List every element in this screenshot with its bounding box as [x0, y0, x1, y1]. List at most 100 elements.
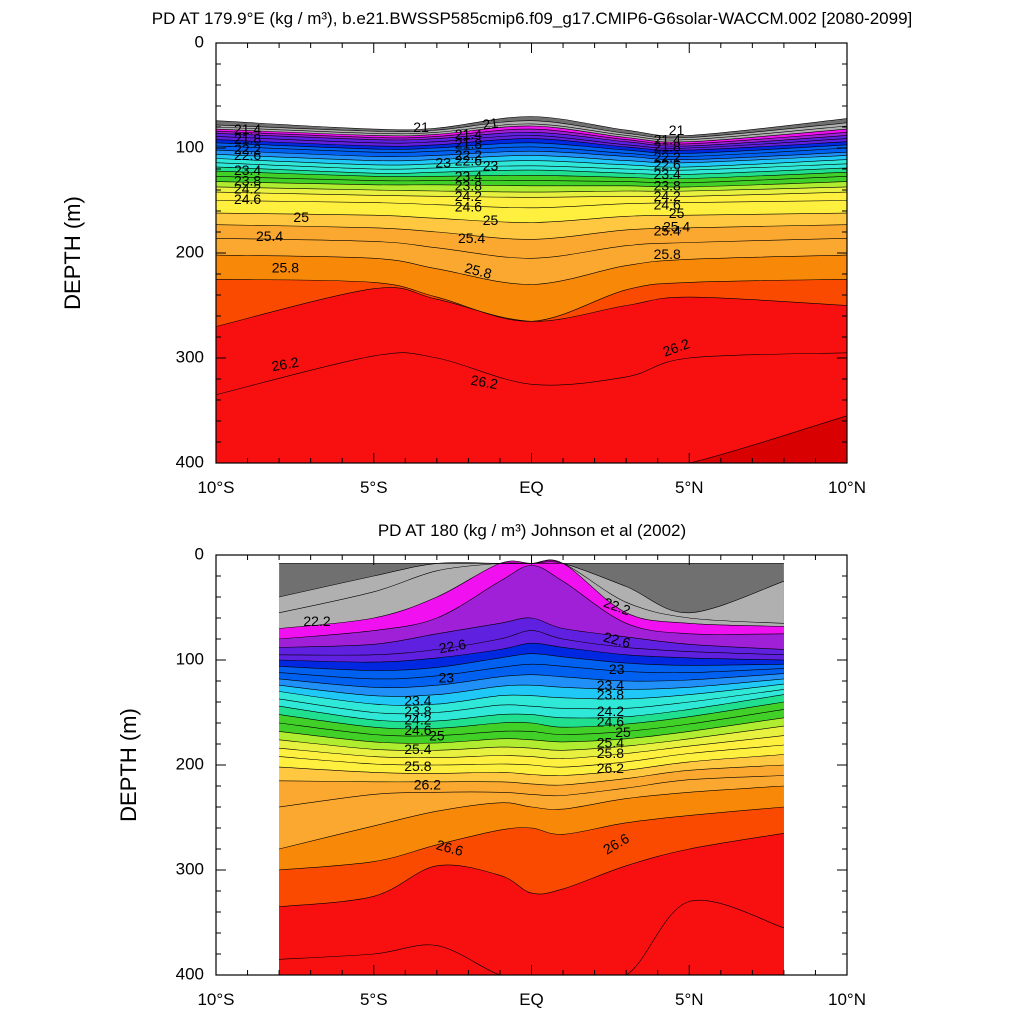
contour-label: 23: [609, 661, 625, 677]
x-tick-label: 10°S: [197, 990, 234, 1009]
x-tick-label: EQ: [519, 478, 544, 497]
contour-line-25-8: [279, 764, 784, 786]
contour-line-21-8: [215, 131, 848, 147]
contour-line-24-8: [215, 200, 848, 209]
contour-line-23: [215, 154, 848, 164]
contour-line-24: [279, 689, 784, 715]
contour-line-25: [215, 212, 848, 223]
contour-label: 25.4: [597, 735, 624, 751]
contour-label: 25: [483, 212, 499, 228]
contour-label: 25: [615, 724, 631, 740]
contour-label: 21: [481, 115, 499, 133]
contour-line-22-4: [279, 617, 784, 650]
contour-label: 23: [435, 155, 451, 171]
contour-line-22-2: [215, 138, 848, 151]
contour-label: 21: [413, 119, 429, 135]
y-tick-label: 400: [176, 964, 204, 983]
contour-label: 21.8: [455, 136, 482, 152]
contour-line-25: [279, 725, 784, 751]
contour-line-24: [215, 176, 848, 184]
contour-line-20-8: [215, 116, 848, 137]
contour-line-23-4: [279, 673, 784, 688]
contour-label: 24.6: [404, 722, 431, 738]
contour-label: 21.8: [234, 130, 261, 146]
contour-label: 25.8: [463, 259, 494, 282]
contour-line-24-2: [215, 181, 848, 188]
contour-label: 25: [293, 209, 309, 225]
contour-label: 23.4: [404, 693, 431, 709]
contour-line-24-4: [279, 701, 784, 730]
contour-line-22-6: [279, 630, 784, 656]
contour-line-22: [215, 135, 848, 149]
contour-line-23-8: [279, 683, 784, 706]
contour-line-24-8: [279, 717, 784, 744]
contour-line-26-4: [279, 806, 784, 871]
top-contour-fills: [216, 116, 847, 464]
contour-band-26-8: [279, 900, 784, 975]
contour-label: 25.4: [256, 228, 283, 244]
contour-line-25-2: [215, 224, 848, 240]
contour-line-26-2: [215, 352, 848, 396]
contour-label: 25.8: [404, 758, 431, 774]
x-tick-label: 5°N: [675, 478, 704, 497]
x-tick-label: 10°N: [828, 990, 866, 1009]
contour-label: 23: [483, 158, 499, 174]
y-tick-label: 200: [176, 242, 204, 261]
contour-label: 22.6: [234, 147, 261, 163]
contour-label: 26.2: [414, 777, 441, 793]
contour-line-23-6: [279, 678, 784, 697]
y-tick-label: 0: [195, 544, 204, 563]
contour-label: 23.4: [597, 677, 624, 693]
contour-label: 26.2: [470, 372, 500, 393]
x-tick-label: EQ: [519, 990, 544, 1009]
bottom-y-axis-label: DEPTH (m): [116, 708, 141, 822]
y-tick-label: 300: [176, 347, 204, 366]
contour-line-25-2: [279, 735, 784, 760]
contour-label: 23.8: [654, 178, 681, 194]
contour-label: 22.2: [303, 613, 330, 629]
contour-label: 24.6: [455, 199, 482, 215]
contour-line-26: [215, 287, 848, 327]
contour-line-25-4: [215, 238, 848, 259]
contour-label: 25.8: [272, 260, 299, 276]
contour-line-24-2: [279, 694, 784, 722]
x-tick-label: 10°S: [197, 478, 234, 497]
contour-line-22-8: [279, 642, 784, 663]
top-axis-ticks: 0 100 200 300 400 10°S 5°S EQ 5°N 10°N: [176, 32, 866, 497]
contour-label: 26.2: [270, 354, 300, 375]
contour-line-25-6: [279, 754, 784, 777]
y-tick-label: 400: [176, 452, 204, 471]
contour-label: 23.4: [455, 168, 482, 184]
bottom-axis-ticks: 0 100 200 300 400 10°S 5°S EQ 5°N 10°N: [176, 544, 866, 1009]
contour-label: 23.8: [234, 172, 261, 188]
contour-label: 24.2: [404, 712, 431, 728]
y-tick-label: 100: [176, 649, 204, 668]
contour-label: 24.2: [234, 181, 261, 197]
contour-label: 21.4: [455, 126, 482, 142]
contour-label: 22.2: [234, 141, 261, 157]
contour-label: 24.6: [654, 197, 681, 213]
contour-label: 22.6: [438, 636, 468, 657]
contour-label: 25.4: [404, 741, 431, 757]
contour-line-21-2: [215, 123, 848, 141]
contour-label: 23.4: [234, 162, 261, 178]
contour-label: 25.4: [458, 230, 485, 246]
contour-line-22-2: [279, 565, 784, 640]
contour-label: 24.6: [597, 714, 624, 730]
contour-label: 25.4: [654, 223, 681, 239]
panel-top: PD AT 179.9°E (kg / m³), b.e21.BWSSP585c…: [60, 9, 912, 497]
contour-label: 25.8: [597, 745, 624, 761]
contour-label: 25.4: [663, 219, 690, 235]
panel-bottom: PD AT 180 (kg / m³) Johnson et al (2002)…: [116, 521, 866, 1009]
contour-line-21-6: [215, 128, 848, 145]
top-contour-lines: [215, 116, 848, 464]
contour-label: 22.6: [602, 629, 633, 652]
contour-label: 24.2: [654, 188, 681, 204]
contour-line-26: [279, 775, 784, 808]
bottom-contour-fills: [279, 559, 784, 975]
x-tick-label: 5°N: [675, 990, 704, 1009]
contour-line-24-6: [279, 709, 784, 737]
contour-label: 21.4: [234, 121, 261, 137]
